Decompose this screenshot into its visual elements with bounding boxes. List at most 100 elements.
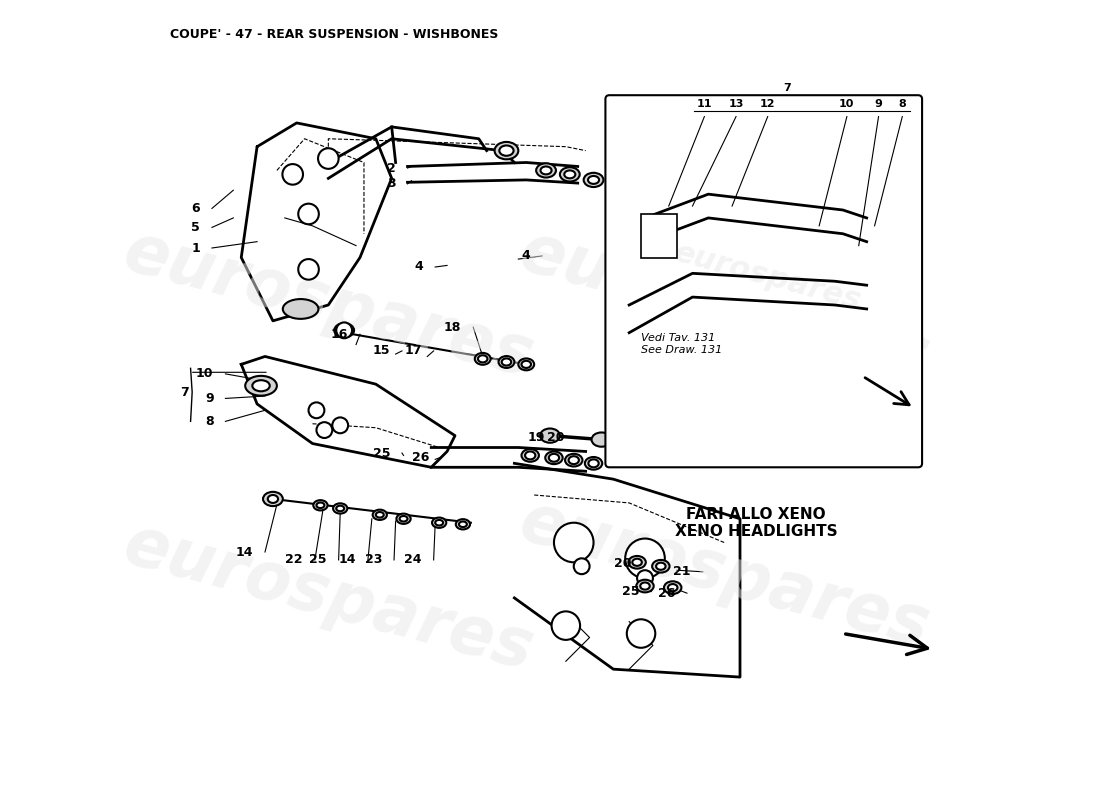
- Text: eurospares: eurospares: [117, 511, 540, 684]
- Circle shape: [308, 402, 324, 418]
- Ellipse shape: [656, 562, 666, 570]
- Text: 5: 5: [191, 221, 200, 234]
- Ellipse shape: [664, 582, 681, 594]
- Text: 26: 26: [658, 586, 675, 600]
- Ellipse shape: [498, 356, 515, 368]
- Text: 8: 8: [899, 98, 906, 109]
- Ellipse shape: [337, 506, 344, 511]
- Ellipse shape: [867, 291, 875, 302]
- Text: 26: 26: [412, 450, 430, 463]
- Ellipse shape: [549, 454, 559, 462]
- Ellipse shape: [252, 380, 270, 391]
- Text: 18: 18: [444, 321, 461, 334]
- Text: 10: 10: [196, 367, 213, 380]
- Text: 9: 9: [205, 392, 213, 405]
- Ellipse shape: [862, 210, 879, 233]
- Text: 13: 13: [728, 98, 744, 109]
- Text: 22: 22: [286, 554, 302, 566]
- Ellipse shape: [588, 459, 598, 467]
- Ellipse shape: [518, 358, 535, 370]
- Ellipse shape: [644, 312, 653, 326]
- Ellipse shape: [333, 503, 348, 514]
- Circle shape: [298, 204, 319, 224]
- Text: 20: 20: [614, 558, 631, 570]
- Text: eurospares: eurospares: [671, 238, 865, 316]
- Text: 14: 14: [339, 554, 356, 566]
- Ellipse shape: [245, 376, 277, 396]
- Text: eurospares: eurospares: [513, 488, 936, 661]
- Circle shape: [625, 538, 664, 578]
- Ellipse shape: [564, 170, 575, 178]
- Ellipse shape: [628, 556, 646, 569]
- Ellipse shape: [639, 304, 659, 334]
- Text: 24: 24: [405, 554, 421, 566]
- Text: Vedi Tav. 131: Vedi Tav. 131: [641, 333, 715, 342]
- Ellipse shape: [546, 451, 563, 464]
- Text: 3: 3: [387, 178, 396, 190]
- Text: 7: 7: [783, 83, 791, 93]
- Ellipse shape: [540, 429, 560, 442]
- Ellipse shape: [396, 514, 410, 524]
- Ellipse shape: [267, 495, 278, 503]
- Ellipse shape: [495, 142, 518, 159]
- Text: 25: 25: [309, 554, 327, 566]
- Ellipse shape: [867, 216, 875, 227]
- Ellipse shape: [502, 358, 512, 366]
- Ellipse shape: [585, 457, 603, 470]
- Text: FARI ALLO XENO
XENO HEADLIGHTS: FARI ALLO XENO XENO HEADLIGHTS: [674, 507, 837, 539]
- Ellipse shape: [376, 512, 384, 518]
- Text: eurospares: eurospares: [513, 218, 936, 391]
- Text: 12: 12: [760, 98, 775, 109]
- Ellipse shape: [475, 353, 491, 365]
- Ellipse shape: [862, 286, 879, 308]
- Ellipse shape: [334, 323, 354, 338]
- Ellipse shape: [283, 299, 318, 319]
- Ellipse shape: [636, 580, 653, 592]
- Circle shape: [637, 570, 653, 586]
- Text: eurospares: eurospares: [117, 218, 540, 391]
- Ellipse shape: [478, 355, 487, 362]
- Circle shape: [627, 619, 656, 648]
- Ellipse shape: [436, 520, 443, 526]
- Text: 7: 7: [180, 386, 188, 398]
- Text: 17: 17: [405, 345, 421, 358]
- Circle shape: [337, 322, 352, 338]
- Circle shape: [318, 148, 339, 169]
- Ellipse shape: [499, 146, 514, 156]
- Ellipse shape: [640, 582, 650, 590]
- Text: 23: 23: [365, 554, 382, 566]
- Text: 20: 20: [547, 430, 564, 444]
- Ellipse shape: [644, 222, 653, 238]
- Circle shape: [551, 611, 580, 640]
- Bar: [641, 214, 676, 258]
- Text: 1: 1: [191, 242, 200, 254]
- Ellipse shape: [588, 176, 600, 184]
- Ellipse shape: [521, 449, 539, 462]
- Ellipse shape: [373, 510, 387, 520]
- FancyBboxPatch shape: [605, 95, 922, 467]
- Ellipse shape: [668, 584, 678, 591]
- Ellipse shape: [521, 361, 531, 368]
- Circle shape: [574, 558, 590, 574]
- Circle shape: [283, 164, 302, 185]
- Text: COUPE' - 47 - REAR SUSPENSION - WISHBONES: COUPE' - 47 - REAR SUSPENSION - WISHBONE…: [170, 28, 498, 41]
- Ellipse shape: [592, 433, 612, 446]
- Ellipse shape: [314, 500, 328, 510]
- Circle shape: [298, 259, 319, 280]
- Text: 25: 25: [373, 446, 390, 459]
- Text: 4: 4: [415, 261, 424, 274]
- Ellipse shape: [317, 502, 324, 508]
- Text: 6: 6: [191, 202, 200, 215]
- Text: 21: 21: [673, 566, 691, 578]
- Circle shape: [317, 422, 332, 438]
- Ellipse shape: [540, 166, 551, 174]
- Text: 11: 11: [696, 98, 712, 109]
- Text: 9: 9: [874, 98, 882, 109]
- Ellipse shape: [455, 519, 470, 530]
- Text: 15: 15: [373, 345, 390, 358]
- Text: 25: 25: [621, 585, 639, 598]
- Text: 4: 4: [521, 250, 530, 262]
- Ellipse shape: [432, 518, 447, 528]
- Ellipse shape: [263, 492, 283, 506]
- Ellipse shape: [459, 522, 466, 527]
